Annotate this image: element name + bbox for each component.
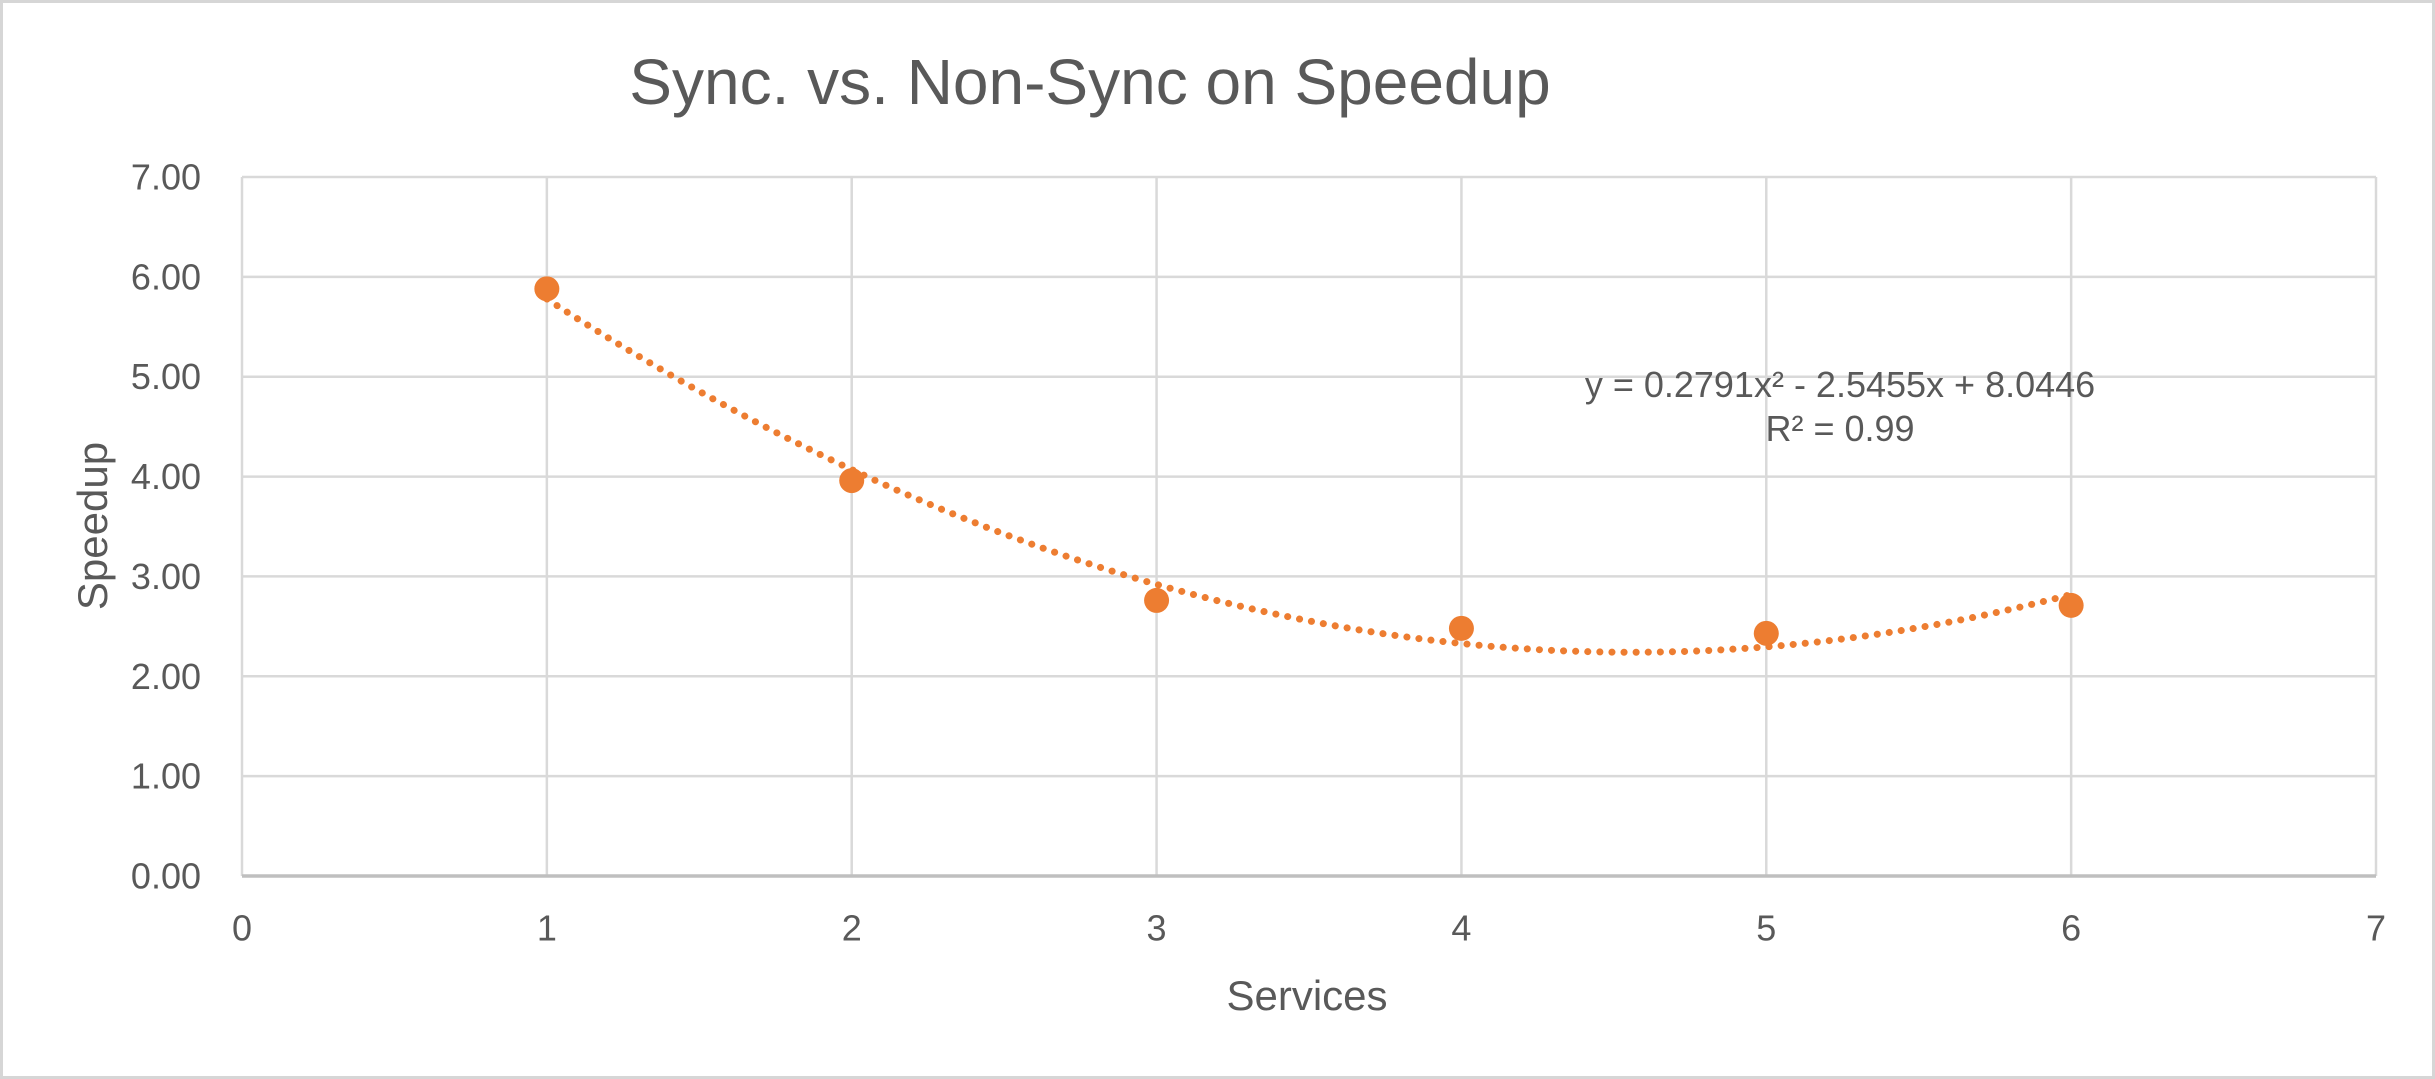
trendline-label: y = 0.2791x² - 2.5455x + 8.0446 R² = 0.9…: [1585, 363, 2095, 451]
trendline-equation: y = 0.2791x² - 2.5455x + 8.0446: [1584, 364, 2096, 405]
y-tick-label: 6.00: [131, 256, 201, 297]
data-points-series: [534, 276, 2084, 646]
gridlines: [240, 175, 2378, 878]
x-tick-label: 4: [1451, 908, 1471, 949]
y-tick-label: 2.00: [131, 656, 201, 697]
y-tick-label: 1.00: [131, 756, 201, 797]
data-point: [839, 468, 865, 494]
y-axis-title: Speedup: [69, 441, 116, 611]
x-tick-label: 1: [537, 908, 557, 949]
y-tick-label: 4.00: [131, 456, 201, 497]
data-point: [1448, 615, 1474, 641]
y-tick-label: 5.00: [131, 356, 201, 397]
data-point: [2058, 592, 2084, 618]
x-tick-label: 2: [842, 908, 862, 949]
chart-title: Sync. vs. Non-Sync on Speedup: [629, 46, 1551, 119]
r-squared-label: R² = 0.99: [1765, 408, 1915, 449]
x-tick-label: 3: [1147, 908, 1167, 949]
x-axis-title: Services: [1226, 972, 1388, 1019]
tick-labels: 0.00 1.00 2.00 3.00 4.00 5.00 6.00 7.00 0 1 2 3 4 5 6 7: [131, 157, 2386, 949]
data-point: [1144, 587, 1170, 613]
x-tick-label: 5: [1756, 908, 1776, 949]
x-tick-label: 7: [2366, 908, 2386, 949]
y-tick-label: 0.00: [131, 856, 201, 897]
y-tick-label: 7.00: [131, 157, 201, 198]
y-tick-label: 3.00: [131, 556, 201, 597]
data-point: [1753, 620, 1779, 646]
x-tick-label: 6: [2061, 908, 2081, 949]
trendline: [543, 295, 2075, 656]
plot-svg: 0.00 1.00 2.00 3.00 4.00 5.00 6.00 7.00 0 1 2 3 4 5 6 7: [131, 157, 2386, 949]
data-point: [534, 276, 560, 302]
x-tick-label: 0: [232, 908, 252, 949]
